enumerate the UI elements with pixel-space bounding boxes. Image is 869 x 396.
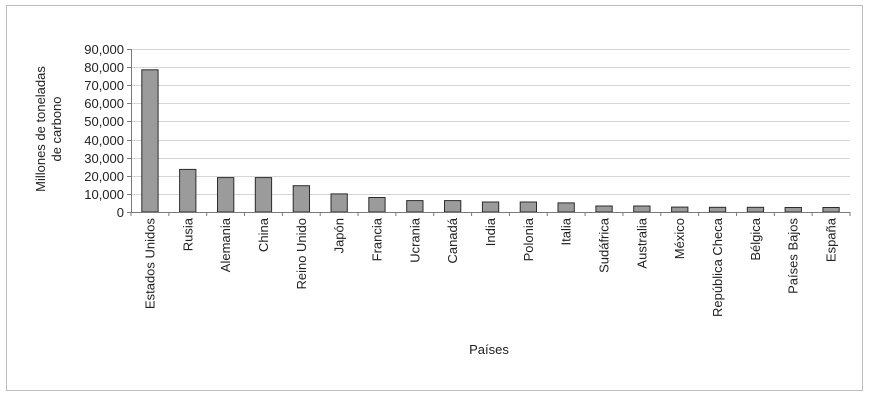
x-tick-label: Reino Unido <box>294 218 309 290</box>
y-tick-label: 10,000 <box>84 187 124 202</box>
y-tick-label: 20,000 <box>84 169 124 184</box>
bar <box>746 206 765 213</box>
bar <box>595 205 613 213</box>
x-tick-label: México <box>672 218 687 259</box>
x-tick-label: Polonia <box>521 217 536 261</box>
bar <box>822 207 840 213</box>
y-axis: 0 10,000 20,000 30,000 40,000 50,000 60,000 70,… <box>84 42 132 220</box>
bar <box>406 200 424 213</box>
y-axis-title-line-2: de carbono <box>49 96 64 161</box>
x-tick-label: India <box>483 217 498 246</box>
y-tick-label: 80,000 <box>84 60 124 75</box>
x-tick-label: Australia <box>634 217 649 268</box>
bar <box>557 202 575 213</box>
bar <box>179 168 197 213</box>
bar <box>444 200 462 213</box>
x-tick-label: Canadá <box>445 217 460 263</box>
y-tick-label: 70,000 <box>84 78 124 93</box>
y-tick-label: 60,000 <box>84 96 124 111</box>
x-axis: Estados Unidos Rusia Alemania China Reino Un… <box>130 212 851 317</box>
bar <box>671 206 689 213</box>
bar <box>708 206 727 213</box>
bar <box>292 185 311 213</box>
y-axis-title-line-1: Millones de toneladas <box>33 66 48 192</box>
bar <box>217 177 235 213</box>
bars <box>141 69 840 213</box>
x-tick-label: España <box>824 217 839 262</box>
y-tick-label: 30,000 <box>84 151 124 166</box>
x-tick-label: Rusia <box>180 217 195 251</box>
y-tick-label: 40,000 <box>84 133 124 148</box>
bar <box>519 201 538 213</box>
x-tick-label: Sudáfrica <box>597 217 612 273</box>
x-tick-label: Países Bajos <box>786 218 801 294</box>
x-tick-label: Ucrania <box>407 217 422 263</box>
x-axis-title: Países <box>469 342 509 357</box>
y-tick-label: 50,000 <box>84 114 124 129</box>
bar <box>481 201 500 213</box>
x-tick-label: Estados Unidos <box>142 218 157 310</box>
x-tick-label: Alemania <box>218 217 233 272</box>
y-tick-label: 0 <box>117 205 124 220</box>
x-tick-label: Francia <box>370 217 385 261</box>
bar <box>368 197 386 213</box>
bar <box>254 177 273 213</box>
y-tick-label: 90,000 <box>84 42 124 57</box>
gridlines <box>131 49 850 213</box>
bar <box>141 69 159 213</box>
x-tick-label: Japón <box>332 218 347 253</box>
bar <box>330 193 348 213</box>
bar <box>633 205 651 213</box>
x-tick-label: China <box>256 217 271 252</box>
x-tick-label: República Checa <box>710 217 725 317</box>
x-tick-label: Italia <box>559 217 574 245</box>
bar <box>784 207 802 213</box>
x-tick-label: Bélgica <box>748 217 763 260</box>
